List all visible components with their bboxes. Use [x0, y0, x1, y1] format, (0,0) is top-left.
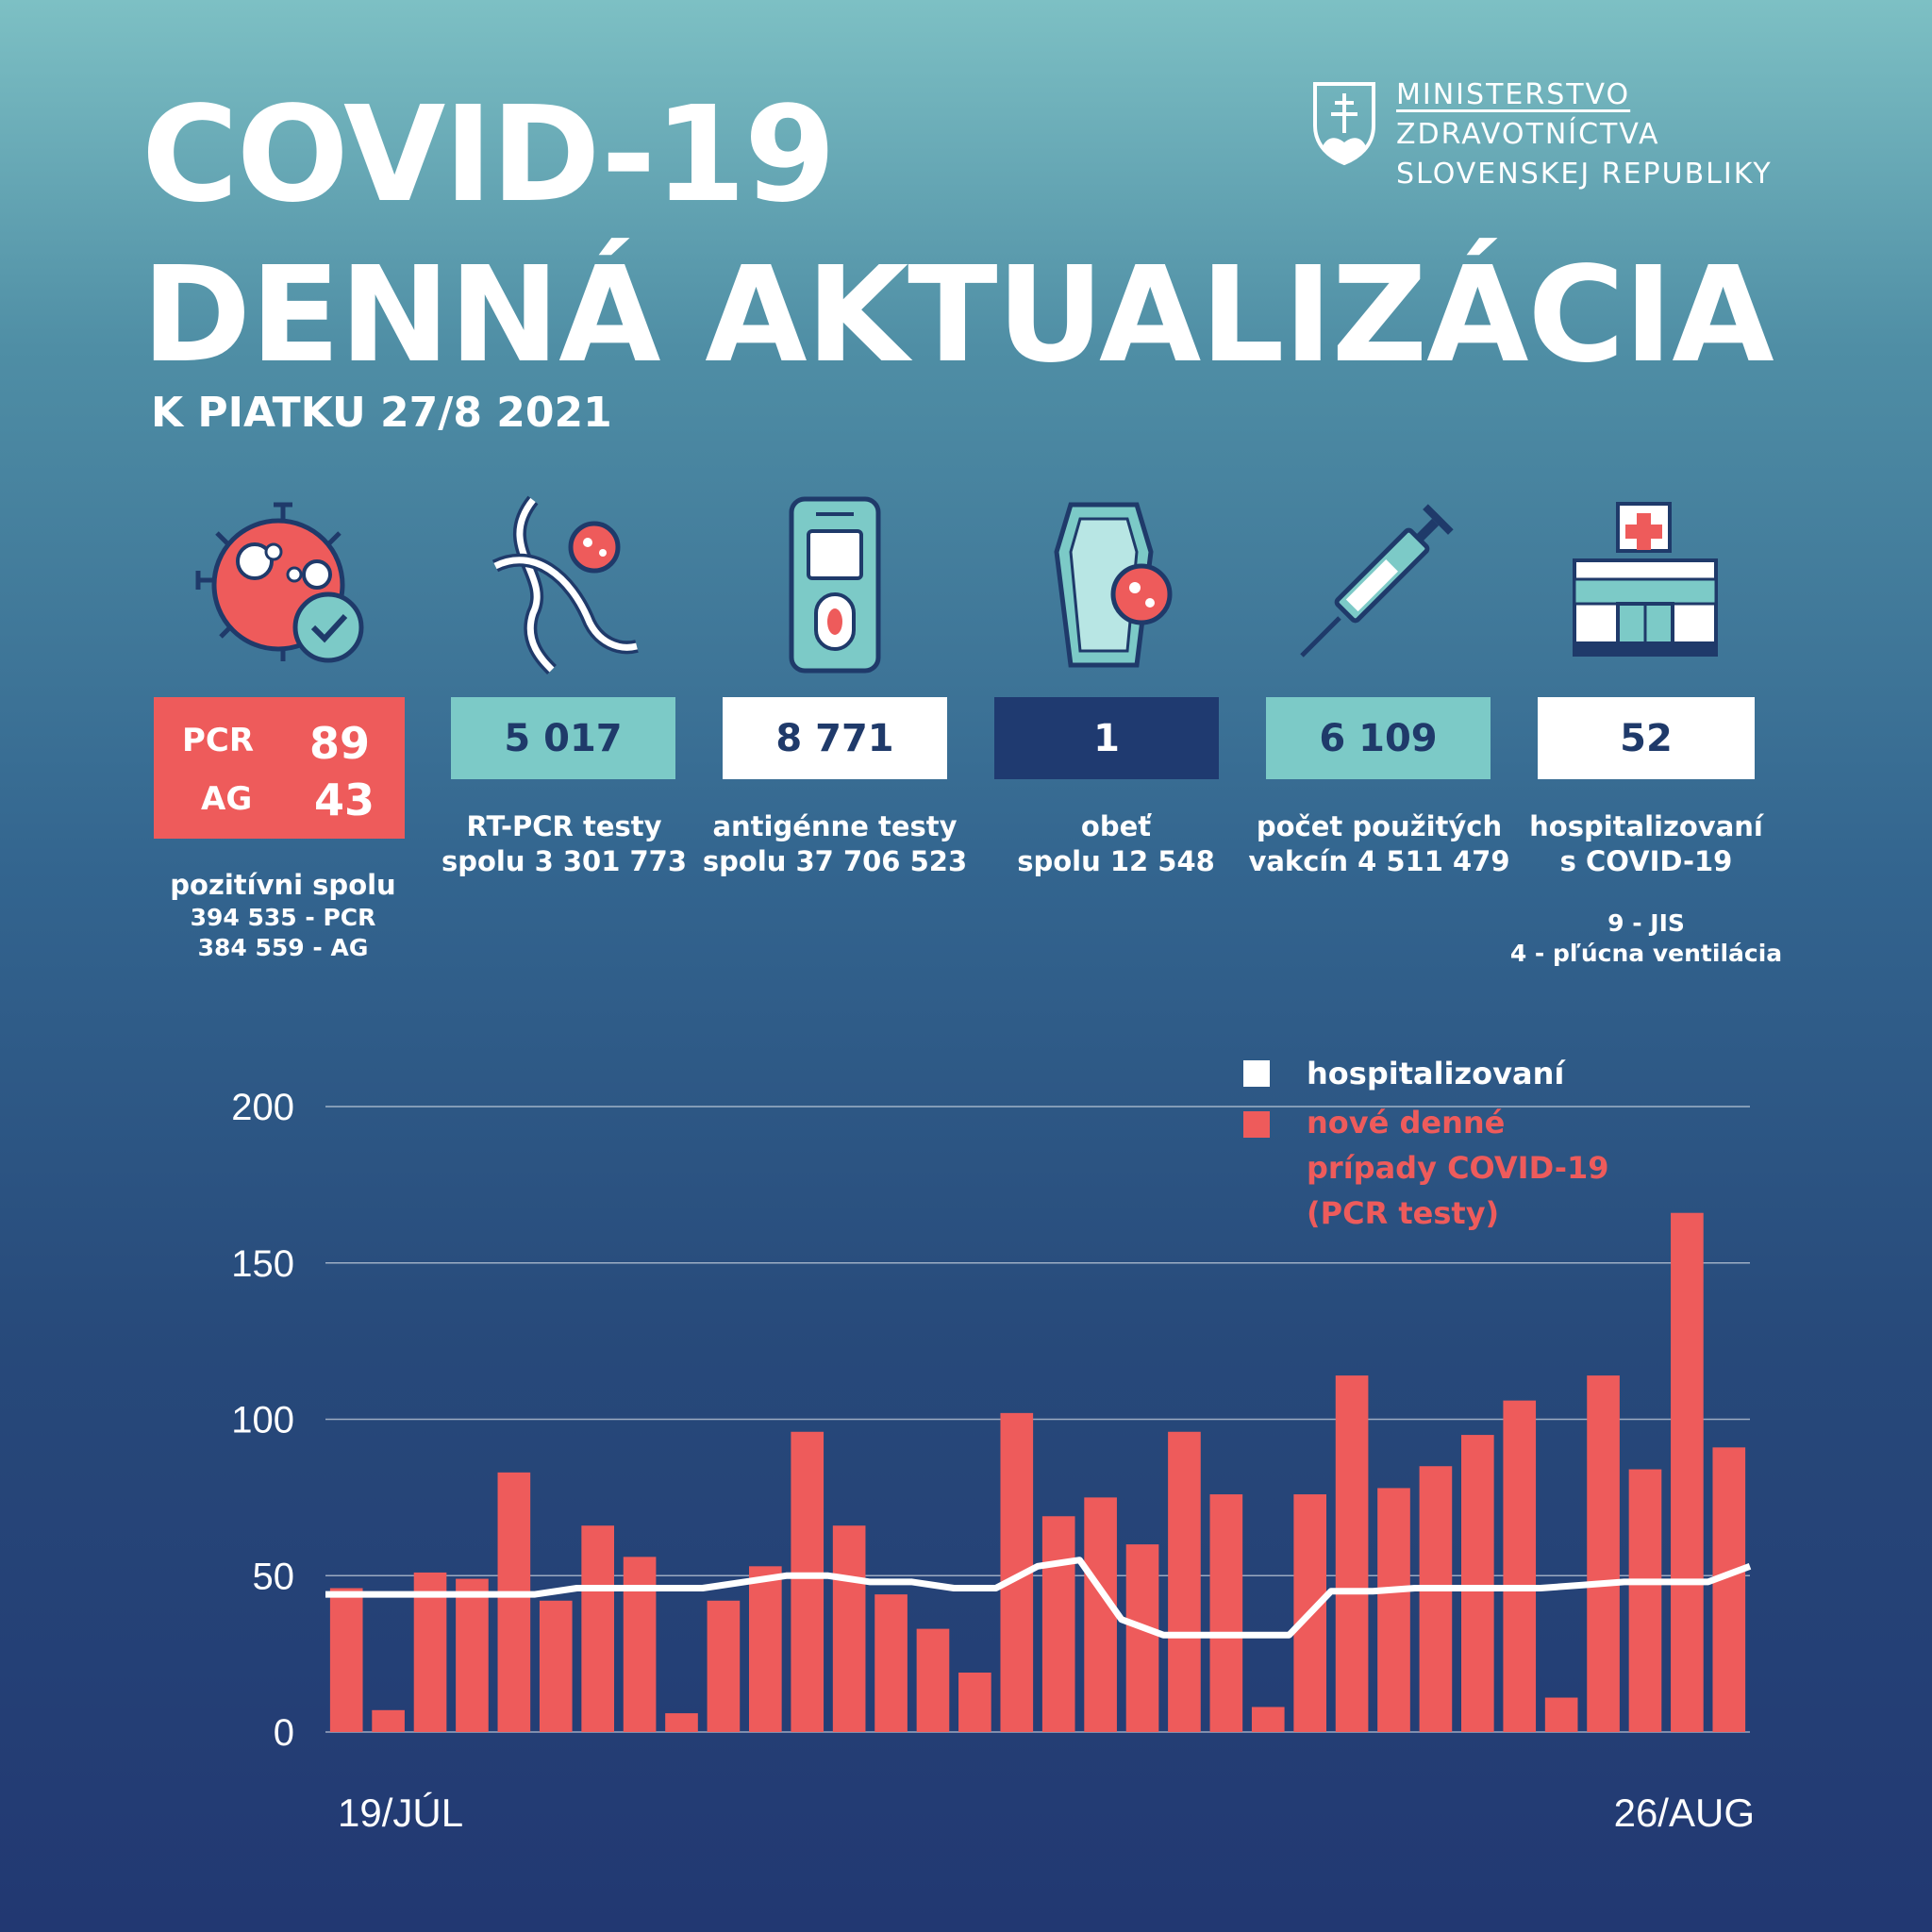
- rtpcr-caption-2: spolu 3 301 773: [441, 845, 688, 877]
- x-end-label: 26/AUG: [1614, 1790, 1755, 1835]
- y-tick-label: 200: [231, 1087, 294, 1128]
- positive-box: PCR 89 AG 43: [154, 697, 405, 839]
- antigen-caption-2: spolu 37 706 523: [702, 845, 968, 877]
- pcr-value: 89: [309, 718, 371, 769]
- x-start-label: 19/JÚL: [338, 1790, 463, 1835]
- legend-hospitalized: hospitalizovaní: [1307, 1056, 1565, 1091]
- positive-pcr-total: 394 535 - PCR: [190, 904, 376, 931]
- bar: [372, 1709, 405, 1732]
- antigen-caption: antigénne testy spolu 37 706 523: [693, 809, 976, 879]
- ministry-line-1: MINISTERSTVO: [1396, 78, 1631, 111]
- bar: [707, 1600, 741, 1732]
- positive-ag-total: 384 559 - AG: [197, 934, 369, 961]
- y-tick-label: 150: [231, 1243, 294, 1285]
- title-covid: COVID-19: [142, 78, 836, 232]
- bar: [1628, 1469, 1662, 1732]
- bar: [1125, 1544, 1159, 1732]
- deaths-box: 1: [994, 697, 1219, 779]
- hospital-icon: [1573, 502, 1718, 657]
- rtpcr-box: 5 017: [451, 697, 675, 779]
- coat-of-arms-icon: [1313, 82, 1375, 166]
- deaths-caption: obeť spolu 12 548: [974, 809, 1257, 879]
- syringe-icon: [1300, 504, 1454, 658]
- pcr-label: PCR: [182, 722, 255, 759]
- bar: [623, 1557, 657, 1732]
- legend-swatch-new-cases: [1243, 1111, 1270, 1138]
- rtpcr-caption: RT-PCR testy spolu 3 301 773: [423, 809, 706, 879]
- bar: [1587, 1375, 1620, 1732]
- coffin-virus-icon: [1054, 502, 1173, 668]
- bar: [665, 1713, 698, 1732]
- report-date: K PIATKU 27/8 2021: [151, 389, 612, 437]
- hospital-caption-1: hospitalizovaní: [1529, 810, 1763, 842]
- vaccines-box: 6 109: [1266, 697, 1491, 779]
- hospital-caption-2: s COVID-19: [1559, 845, 1733, 877]
- bar: [832, 1525, 866, 1732]
- bar: [329, 1588, 363, 1732]
- hospital-jis: 9 - JIS: [1607, 909, 1685, 937]
- legend-new-cases: nové denné prípady COVID-19 (PCR testy): [1307, 1105, 1609, 1231]
- y-tick-label: 50: [253, 1556, 295, 1597]
- bar: [1377, 1488, 1410, 1732]
- bar: [1712, 1447, 1746, 1732]
- bar: [581, 1525, 614, 1732]
- bar: [1335, 1375, 1369, 1732]
- bar: [958, 1673, 991, 1732]
- dna-virus-icon: [491, 495, 639, 675]
- bar: [413, 1572, 447, 1732]
- bar: [1419, 1466, 1453, 1732]
- hospital-box: 52: [1538, 697, 1755, 779]
- bar: [1544, 1697, 1578, 1732]
- legend-swatch-hospitalized: [1243, 1060, 1270, 1087]
- vaccines-caption-2: vakcín 4 511 479: [1248, 845, 1510, 877]
- y-tick-label: 0: [274, 1712, 294, 1754]
- hospital-ventilation: 4 - pľúcna ventilácia: [1509, 940, 1783, 967]
- deaths-caption-2: spolu 12 548: [1017, 845, 1215, 877]
- bar: [1461, 1435, 1494, 1732]
- vaccines-caption-1: počet použitých: [1256, 810, 1503, 842]
- antigen-caption-1: antigénne testy: [712, 810, 958, 842]
- ministry-line-2: ZDRAVOTNÍCTVA: [1396, 118, 1660, 151]
- bar: [1168, 1431, 1201, 1732]
- bar: [874, 1594, 908, 1732]
- rtpcr-caption-1: RT-PCR testy: [466, 810, 662, 842]
- bar: [497, 1472, 531, 1732]
- vaccines-caption: počet použitých vakcín 4 511 479: [1238, 809, 1521, 879]
- bar: [1503, 1400, 1537, 1732]
- bar: [456, 1578, 489, 1732]
- virus-check-icon: [195, 502, 364, 663]
- bar: [1041, 1516, 1075, 1732]
- bar: [1251, 1707, 1285, 1732]
- hospitalized-line: [325, 1557, 1752, 1639]
- ministry-line-3: SLOVENSKEJ REPUBLIKY: [1396, 158, 1773, 191]
- positive-caption: pozitívni spolu: [170, 869, 396, 901]
- bar: [749, 1566, 782, 1732]
- bar: [791, 1431, 824, 1732]
- bar: [539, 1600, 573, 1732]
- bar: [1084, 1497, 1117, 1732]
- bar: [1671, 1212, 1704, 1732]
- hospital-caption: hospitalizovaní s COVID-19: [1505, 809, 1788, 879]
- bar: [1209, 1494, 1243, 1732]
- ag-label: AG: [201, 780, 253, 818]
- y-tick-label: 100: [231, 1400, 294, 1441]
- ministry-name: MINISTERSTVO ZDRAVOTNÍCTVA SLOVENSKEJ RE…: [1396, 75, 1773, 194]
- antigen-box: 8 771: [723, 697, 947, 779]
- ag-value: 43: [314, 774, 375, 825]
- antigen-test-icon: [789, 496, 881, 674]
- deaths-caption-1: obeť: [1080, 810, 1152, 842]
- bar: [916, 1628, 950, 1732]
- title-daily-update: DENNÁ AKTUALIZÁCIA: [142, 239, 1774, 392]
